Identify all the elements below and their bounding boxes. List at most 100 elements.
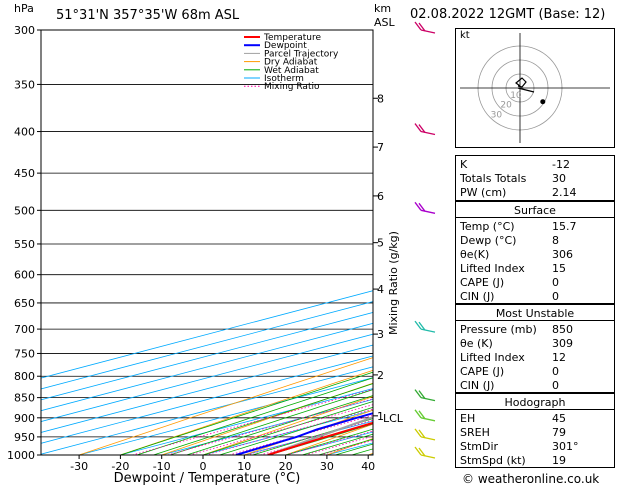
wind-barb — [414, 201, 436, 214]
wind-barb — [414, 389, 436, 402]
legend-label: Temperature — [263, 33, 321, 43]
isotherm-line — [78, 377, 373, 455]
wind-barb-feather — [414, 389, 422, 399]
x-tick-label: 30 — [320, 460, 334, 473]
mixing-ratio-line — [205, 408, 373, 455]
surface-row: Dewp (°C) 8 — [460, 234, 608, 247]
pressure-tick-label: 300 — [14, 24, 35, 37]
index-pw-label: PW (cm) — [460, 186, 507, 199]
skewt-grid — [41, 30, 629, 455]
legend-label: Isotherm — [264, 74, 304, 84]
surface-label: Dewp (°C) — [460, 234, 517, 247]
km-tick-label: 5 — [377, 237, 384, 250]
legend: Temperature Dewpoint Parcel Trajectory Dry … — [240, 30, 370, 92]
asl-unit-label: ASL — [374, 16, 395, 29]
pressure-tick-label: 900 — [14, 412, 35, 425]
pressure-tick-label: 350 — [14, 78, 35, 91]
hodograph-table-row: StmDir 301° — [460, 440, 608, 453]
wind-barb — [414, 123, 436, 136]
surface-panel: Surface Temp (°C) 15.7 Dewp (°C) 8 θe(K) 306 L… — [455, 201, 615, 304]
unstable-label: θe (K) — [460, 337, 493, 350]
mixing-ratio-line — [132, 388, 373, 455]
dry-adiabat-line — [616, 30, 629, 455]
datetime-label: 02.08.2022 12GMT (Base: 12) — [410, 7, 606, 22]
index-k-label: K — [460, 158, 468, 171]
surface-title: Surface — [514, 204, 556, 217]
index-tt-value: 30 — [552, 172, 566, 185]
isotherm-line — [41, 355, 373, 444]
pressure-tick-label: 750 — [14, 347, 35, 360]
index-k-value: -12 — [552, 158, 570, 171]
surface-label: CAPE (J) — [460, 276, 505, 289]
isotherm-line — [41, 322, 373, 412]
wind-barb-shaft — [420, 328, 436, 333]
pressure-tick-label: 700 — [14, 323, 35, 336]
dewpoint-line — [235, 412, 373, 455]
unstable-row: CIN (J) 0 — [460, 379, 608, 392]
index-pw-row: PW (cm) 2.14 — [460, 186, 608, 199]
hodograph-table-label: SREH — [460, 426, 490, 439]
pressure-tick-label: 600 — [14, 269, 35, 282]
dry-adiabat-line — [78, 357, 373, 455]
dry-adiabat-line — [244, 409, 373, 455]
wind-barb-feather — [418, 447, 426, 457]
isotherm-line — [41, 312, 373, 401]
hodograph-table-value: 19 — [552, 454, 566, 467]
pressure-unit-label: hPa — [14, 2, 34, 15]
isotherm-line — [41, 301, 373, 390]
wet-adiabat-line — [219, 406, 373, 455]
surface-row: Lifted Index 15 — [460, 262, 608, 275]
mixing-ratio-line — [189, 404, 373, 455]
wind-barb-feather — [418, 124, 426, 133]
wind-barb-shaft — [420, 396, 436, 402]
surface-value: 0 — [552, 290, 559, 303]
surface-value: 8 — [552, 234, 559, 247]
surface-value: 15 — [552, 262, 566, 275]
lcl-label: LCL — [383, 412, 404, 425]
wind-barb-feather — [418, 429, 426, 439]
pressure-tick-label: 450 — [14, 167, 35, 180]
hodograph-table-label: StmDir — [460, 440, 499, 453]
wind-barb-feather — [418, 390, 426, 400]
hodograph-table-value: 45 — [552, 412, 566, 425]
wind-barb-feather — [418, 22, 426, 32]
indices-panel: K -12 Totals Totals 30 PW (cm) 2.14 — [455, 155, 615, 201]
hodograph-table-title: Hodograph — [504, 396, 566, 409]
legend-label: Dry Adiabat — [264, 58, 318, 68]
wind-barb-feather — [418, 202, 426, 212]
wind-barb-feather — [414, 21, 422, 31]
wind-barb-shaft — [420, 436, 436, 441]
surface-divider — [456, 217, 614, 218]
unstable-divider — [456, 320, 614, 321]
pressure-tick-label: 500 — [14, 204, 35, 217]
wind-barb-shaft — [420, 454, 436, 459]
legend-label: Mixing Ratio — [264, 82, 320, 92]
wind-barb-feather — [418, 410, 426, 420]
unstable-label: CAPE (J) — [460, 365, 505, 378]
wind-barb-feather — [418, 321, 426, 331]
hodograph-trace — [515, 77, 527, 88]
wind-barb-feather — [414, 428, 422, 438]
hodograph-panel: 10 20 30 kt — [455, 28, 615, 148]
location-label: 51°31'N 357°35'W 68m ASL — [56, 8, 240, 23]
x-tick-label: 40 — [361, 460, 375, 473]
unstable-row: CAPE (J) 0 — [460, 365, 608, 378]
unstable-panel: Most Unstable Pressure (mb) 850 θe (K) 309 L… — [455, 304, 615, 393]
pressure-tick-label: 400 — [14, 126, 35, 139]
surface-row: θe(K) 306 — [460, 248, 608, 261]
x-tick-label: 20 — [279, 460, 293, 473]
wind-barb-feather — [414, 123, 422, 132]
surface-row: CIN (J) 0 — [460, 290, 608, 303]
x-tick-label: 0 — [200, 460, 207, 473]
wet-adiabat-line — [202, 401, 373, 455]
storm-motion-vector — [517, 87, 535, 93]
wet-adiabat-line — [153, 383, 373, 455]
x-tick-label: -20 — [111, 460, 129, 473]
pressure-tick-label: 650 — [14, 297, 35, 310]
km-tick-label: 8 — [377, 92, 384, 105]
pressure-tick-label: 800 — [14, 370, 35, 383]
pressure-tick-label: 1000 — [7, 449, 35, 462]
